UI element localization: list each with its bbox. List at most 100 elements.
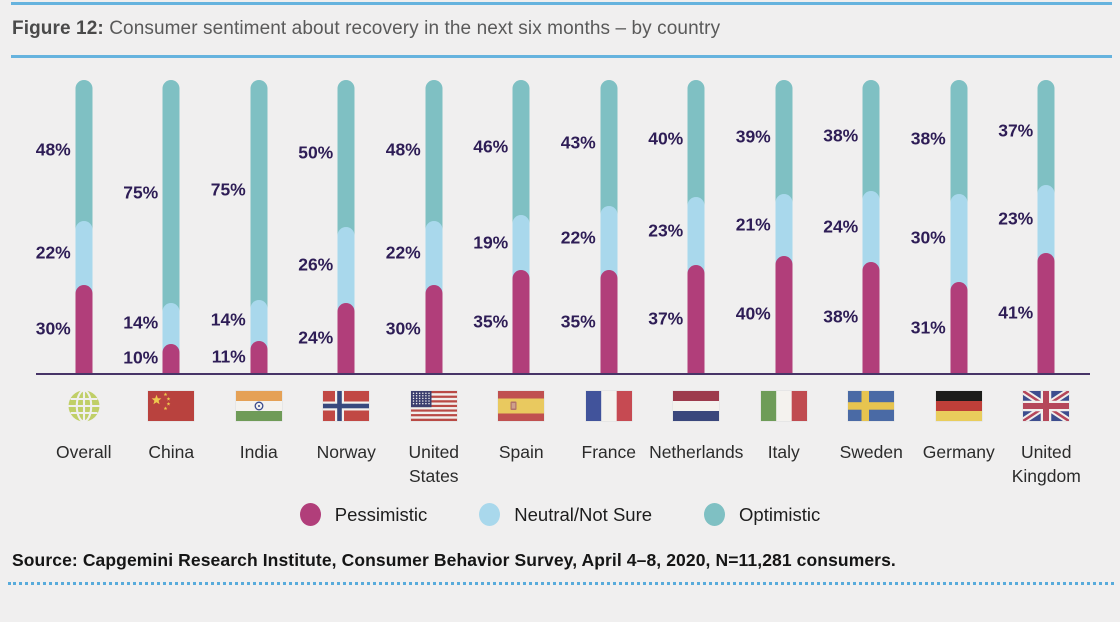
pessimistic-value-label: 31% xyxy=(910,317,946,338)
uk-flag-icon xyxy=(1023,389,1070,423)
usa-flag-icon xyxy=(410,389,457,423)
stacked-bar-chart: 48% 22% 30% 75% 14% 10% 75% 14% 11% 50% … xyxy=(36,80,1091,375)
neutral-value-label: 14% xyxy=(210,309,246,330)
pessimistic-value-label: 41% xyxy=(998,302,1034,323)
optimistic-value-label: 38% xyxy=(823,125,859,146)
bar-column-italy: 39% 21% 40% xyxy=(736,80,828,373)
pessimistic-value-label: 35% xyxy=(473,311,509,332)
optimistic-value-label: 40% xyxy=(648,128,684,149)
bar-column-united-states: 48% 22% 30% xyxy=(386,80,478,373)
neutral-value-label: 21% xyxy=(735,214,771,235)
legend-swatch-icon xyxy=(704,503,726,526)
legend-label: Pessimistic xyxy=(334,503,428,525)
bar-column-overall: 48% 22% 30% xyxy=(36,80,128,373)
optimistic-value-label: 75% xyxy=(123,182,159,203)
legend-label: Optimistic xyxy=(739,503,821,525)
bar-united-kingdom xyxy=(1037,80,1055,373)
category-germany: Germany xyxy=(915,389,1003,465)
legend-item-neutral-not-sure: Neutral/Not Sure xyxy=(479,503,652,526)
bar-column-sweden: 38% 24% 38% xyxy=(823,80,916,373)
country-label: Sweden xyxy=(839,442,903,462)
bar-segment-pessimistic xyxy=(425,285,443,373)
bar-france xyxy=(600,80,618,373)
optimistic-value-label: 75% xyxy=(210,179,246,200)
legend-item-optimistic: Optimistic xyxy=(704,503,820,526)
figure-title: Figure 12: Consumer sentiment about reco… xyxy=(12,18,1108,40)
country-label: Overall xyxy=(56,442,112,462)
country-label: France xyxy=(581,442,636,462)
bar-segment-pessimistic xyxy=(775,255,793,373)
bar-column-united-kingdom: 37% 23% 41% xyxy=(998,80,1091,373)
optimistic-value-label: 39% xyxy=(735,126,771,147)
bar-segment-pessimistic xyxy=(75,285,93,373)
bar-norway xyxy=(337,80,355,373)
india-flag-icon xyxy=(235,389,282,423)
category-overall: Overall xyxy=(40,389,128,465)
country-axis: Overall China India Norway United States… xyxy=(40,389,1090,489)
bar-column-china: 75% 14% 10% xyxy=(123,80,216,373)
pessimistic-value-label: 11% xyxy=(211,346,246,367)
bar-segment-pessimistic xyxy=(250,340,268,373)
bar-segment-pessimistic xyxy=(337,302,355,373)
bar-india xyxy=(250,80,268,373)
bar-overall xyxy=(75,80,93,373)
optimistic-value-label: 37% xyxy=(998,120,1034,141)
source-note: Source: Capgemini Research Institute, Co… xyxy=(12,550,896,570)
norway-flag-icon xyxy=(323,389,370,423)
category-italy: Italy xyxy=(740,389,828,465)
country-label: Germany xyxy=(922,442,995,462)
pessimistic-value-label: 24% xyxy=(298,327,334,348)
germany-flag-icon xyxy=(935,389,982,423)
country-label: United Kingdom xyxy=(1011,442,1081,486)
bar-segment-pessimistic xyxy=(1037,252,1055,373)
neutral-value-label: 23% xyxy=(998,208,1034,229)
bar-segment-pessimistic xyxy=(687,264,705,373)
legend-swatch-icon xyxy=(479,503,501,526)
country-label: Norway xyxy=(316,442,376,462)
bar-netherlands xyxy=(687,80,705,373)
neutral-value-label: 23% xyxy=(648,220,684,241)
bar-segment-pessimistic xyxy=(512,270,530,373)
x-axis-line xyxy=(36,373,1090,375)
bar-spain xyxy=(512,80,530,373)
bar-sweden xyxy=(862,80,880,373)
bar-china xyxy=(162,80,180,373)
bar-italy xyxy=(775,80,793,373)
category-sweden: Sweden xyxy=(828,389,916,465)
chart-legend: Pessimistic Neutral/Not Sure Optimistic xyxy=(0,503,1120,526)
optimistic-value-label: 48% xyxy=(35,139,71,160)
category-china: China xyxy=(128,389,216,465)
neutral-value-label: 26% xyxy=(298,254,334,275)
neutral-value-label: 22% xyxy=(35,242,71,263)
bar-column-germany: 38% 30% 31% xyxy=(911,80,1003,373)
neutral-value-label: 30% xyxy=(910,227,946,248)
title-rule xyxy=(11,55,1112,58)
globe-icon xyxy=(66,389,102,423)
neutral-value-label: 24% xyxy=(823,216,859,236)
country-label: China xyxy=(148,442,195,462)
neutral-value-label: 22% xyxy=(560,227,596,248)
category-france: France xyxy=(565,389,653,465)
china-flag-icon xyxy=(148,389,195,423)
neutral-value-label: 22% xyxy=(385,242,421,263)
category-india: India xyxy=(215,389,303,465)
bar-column-spain: 46% 19% 35% xyxy=(473,80,566,373)
country-label: Netherlands xyxy=(649,442,744,462)
optimistic-value-label: 43% xyxy=(560,132,596,153)
sweden-flag-icon xyxy=(848,389,895,423)
category-spain: Spain xyxy=(478,389,566,465)
country-label: United States xyxy=(408,442,460,486)
category-united-kingdom: United Kingdom xyxy=(1003,389,1091,488)
category-united-states: United States xyxy=(390,389,478,488)
top-rule xyxy=(11,2,1112,5)
italy-flag-icon xyxy=(760,389,807,423)
neutral-value-label: 19% xyxy=(473,232,509,253)
pessimistic-value-label: 35% xyxy=(560,311,596,332)
optimistic-value-label: 50% xyxy=(298,142,334,163)
bar-column-netherlands: 40% 23% 37% xyxy=(648,80,741,373)
bar-segment-pessimistic xyxy=(600,270,618,373)
bar-segment-pessimistic xyxy=(862,261,880,373)
optimistic-value-label: 38% xyxy=(910,128,946,149)
neutral-value-label: 14% xyxy=(123,312,159,333)
country-label: India xyxy=(239,442,278,462)
